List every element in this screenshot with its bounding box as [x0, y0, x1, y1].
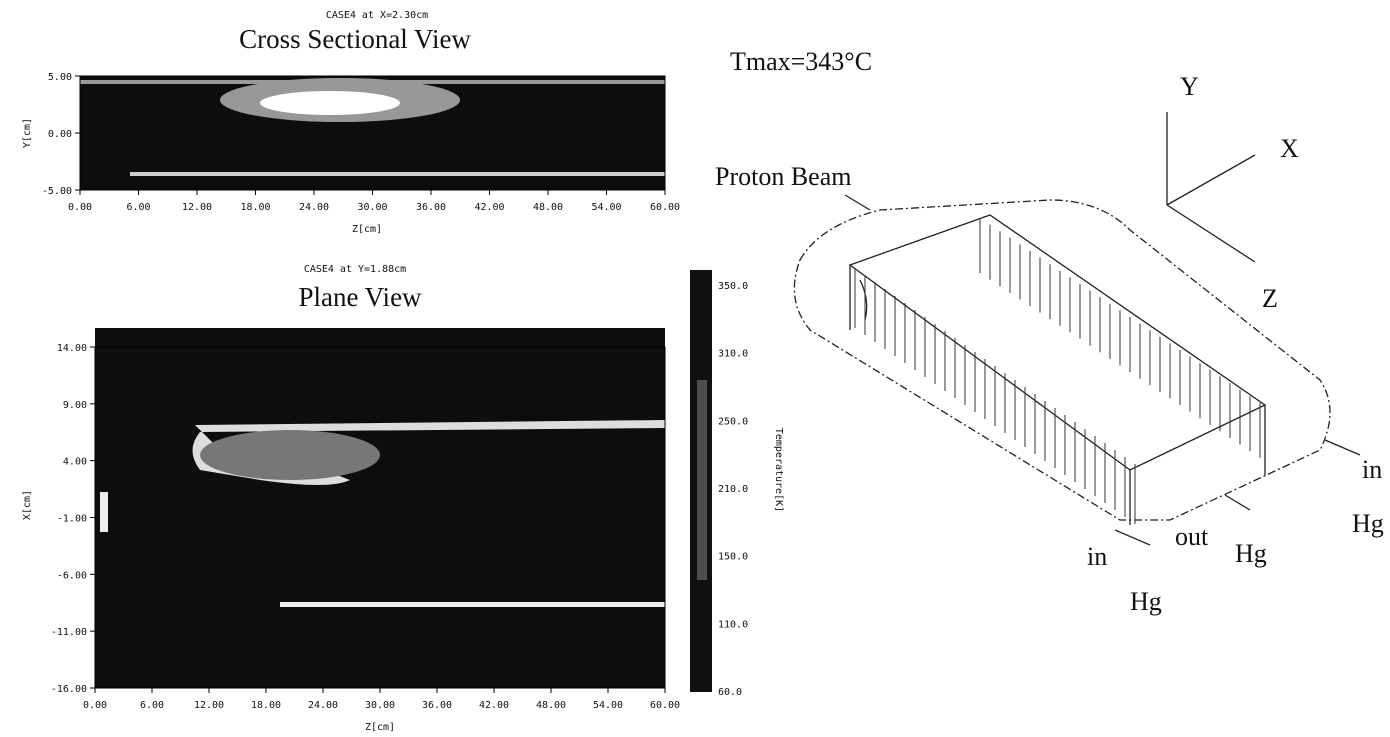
y-tick-label: -1.00: [57, 514, 87, 525]
x-tick-label: 48.00: [533, 202, 563, 213]
flow-label: Hg: [1352, 509, 1384, 538]
x-tick-label: 42.00: [474, 202, 504, 213]
y-tick-label: -6.00: [57, 570, 87, 581]
header: CASE4 at X=2.30cm: [326, 10, 428, 21]
x-tick-label: 54.00: [593, 700, 623, 711]
colorbar-tick-label: 250.0: [718, 416, 748, 427]
y-label: X[cm]: [22, 490, 33, 520]
title: Cross Sectional View: [239, 24, 471, 54]
x-label: Z[cm]: [365, 722, 395, 733]
x-tick-label: 18.00: [240, 202, 270, 213]
x-label: Z[cm]: [352, 224, 382, 235]
colorbar-label: Temperature[K]: [773, 428, 784, 512]
x-tick-label: 60.00: [650, 202, 680, 213]
flow-label: Hg: [1235, 539, 1267, 568]
colorbar-shade: [697, 380, 707, 580]
x-tick-label: 48.00: [536, 700, 566, 711]
tmax: Tmax=343°C: [730, 47, 872, 76]
x-tick-label: 30.00: [365, 700, 395, 711]
x-tick-label: 36.00: [422, 700, 452, 711]
y-tick-label: -5.00: [42, 186, 72, 197]
x-tick-label: 6.00: [126, 202, 150, 213]
x-tick-label: 12.00: [194, 700, 224, 711]
x-tick-label: 36.00: [416, 202, 446, 213]
y-tick-label: -16.00: [51, 684, 87, 695]
wall: [280, 602, 665, 607]
colorbar-tick-label: 110.0: [718, 619, 748, 630]
axis-label: Z: [1262, 284, 1278, 313]
flow-label: in: [1362, 455, 1382, 484]
x-tick-label: 24.00: [299, 202, 329, 213]
flow-label: in: [1087, 542, 1107, 571]
colorbar-tick-label: 310.0: [718, 349, 748, 360]
title: Plane View: [298, 282, 422, 312]
y-tick-label: -11.00: [51, 627, 87, 638]
flow-label: Hg: [1130, 587, 1162, 616]
axis-label: X: [1280, 134, 1299, 163]
x-tick-label: 60.00: [650, 700, 680, 711]
x-tick-label: 30.00: [357, 202, 387, 213]
x-tick-label: 6.00: [140, 700, 164, 711]
wall: [80, 80, 665, 84]
y-tick-label: 5.00: [48, 72, 72, 83]
x-tick-label: 18.00: [251, 700, 281, 711]
y-tick-label: 14.00: [57, 343, 87, 354]
colorbar-tick-label: 60.0: [718, 687, 742, 698]
colorbar-tick-label: 150.0: [718, 552, 748, 563]
x-tick-label: 12.00: [182, 202, 212, 213]
y-tick-label: 4.00: [63, 457, 87, 468]
y-tick-label: 0.00: [48, 129, 72, 140]
header: CASE4 at Y=1.88cm: [304, 264, 406, 275]
x-tick-label: 0.00: [68, 202, 92, 213]
colorbar-tick-label: 350.0: [718, 281, 748, 292]
hot-core: [260, 91, 400, 115]
target-sketch: [793, 112, 1361, 546]
axis-label: Y: [1180, 72, 1199, 101]
hot-region: [200, 430, 380, 480]
x-tick-label: 54.00: [591, 202, 621, 213]
beam-label: Proton Beam: [715, 162, 852, 191]
x-tick-label: 0.00: [83, 700, 107, 711]
wall: [130, 172, 665, 176]
heatmap-plane: [95, 328, 665, 688]
inlet: [100, 492, 108, 532]
x-tick-label: 24.00: [308, 700, 338, 711]
x-tick-label: 42.00: [479, 700, 509, 711]
grid-sketch: [854, 218, 1261, 524]
y-label: Y[cm]: [22, 118, 33, 148]
flow-label: out: [1175, 522, 1209, 551]
y-tick-label: 9.00: [63, 400, 87, 411]
colorbar-tick-label: 210.0: [718, 484, 748, 495]
